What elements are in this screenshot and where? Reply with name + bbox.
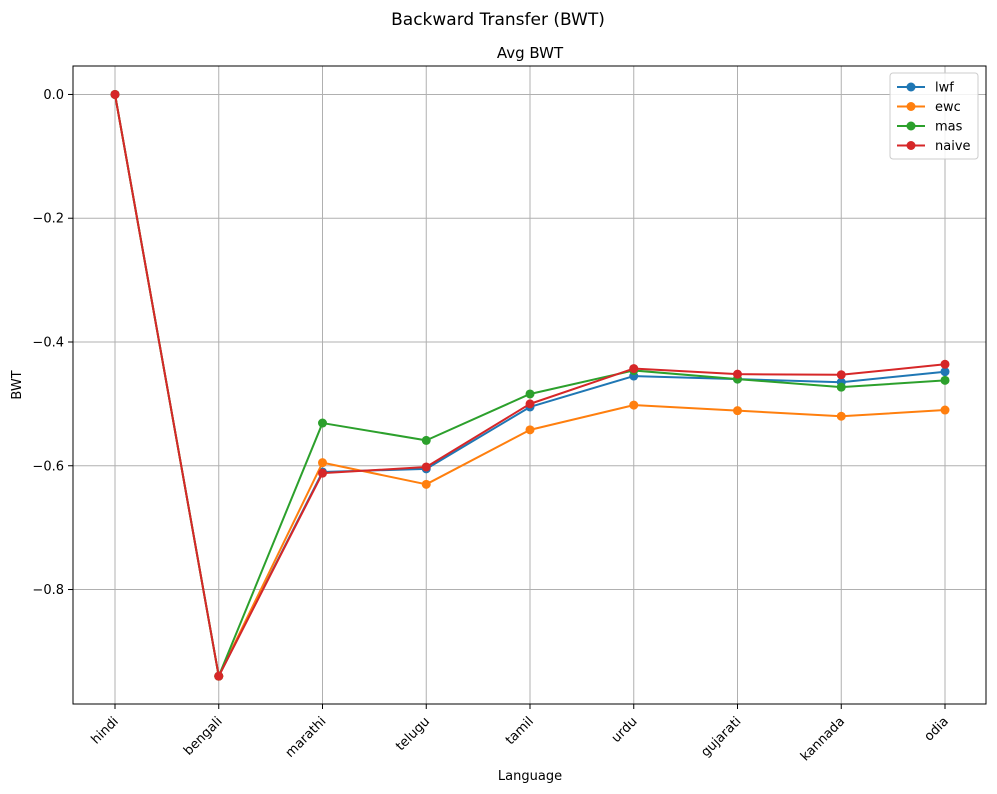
legend-box	[889, 72, 979, 160]
data-point-naive	[733, 369, 742, 379]
x-tick-label: hindi	[89, 714, 122, 747]
y-tick-label: −0.2	[32, 212, 64, 227]
data-point-ewc	[836, 411, 846, 421]
legend-entry-ewc: ewc	[897, 100, 961, 115]
data-point-naive	[525, 399, 535, 409]
data-point-naive	[421, 462, 431, 472]
series-lines	[110, 89, 950, 681]
legend-entry-lwf: lwf	[897, 81, 954, 96]
y-tick-label: −0.4	[32, 335, 64, 350]
data-point-naive	[110, 89, 120, 99]
chart-title: Avg BWT	[497, 44, 564, 62]
x-tick-label: marathi	[283, 714, 330, 761]
legend-marker	[906, 121, 916, 131]
legend-label: lwf	[935, 81, 954, 96]
data-point-mas	[836, 382, 846, 392]
y-tick-label: −0.6	[32, 459, 64, 474]
data-point-lwf	[940, 367, 950, 377]
legend-entry-mas: mas	[897, 120, 963, 135]
legend-entry-naive: naive	[897, 139, 971, 154]
data-point-naive	[214, 671, 224, 681]
data-point-mas	[940, 375, 950, 385]
x-tick-label: bengali	[181, 714, 226, 759]
grid	[73, 66, 986, 704]
figure-suptitle: Backward Transfer (BWT)	[391, 10, 605, 30]
data-point-naive	[318, 468, 327, 478]
data-point-ewc	[421, 479, 431, 489]
legend-label: ewc	[935, 100, 961, 115]
x-axis-ticks: hindi bengali marathi telugu tamil urdu gujara…	[89, 704, 952, 764]
y-axis-ticks: 0.0 −0.2 −0.4 −0.6 −0.8	[32, 88, 73, 598]
x-tick-label: gujarati	[698, 714, 744, 760]
x-tick-label: urdu	[609, 714, 641, 746]
data-point-ewc	[318, 458, 327, 468]
legend-marker	[906, 141, 916, 150]
data-point-ewc	[940, 405, 950, 415]
series-naive	[110, 89, 950, 681]
y-tick-label: 0.0	[43, 88, 64, 103]
data-point-ewc	[629, 400, 639, 410]
legend-label: naive	[935, 139, 971, 154]
x-tick-label: odia	[922, 714, 952, 744]
data-point-mas	[421, 435, 431, 445]
legend-marker	[906, 82, 916, 92]
legend-marker	[906, 102, 916, 111]
data-point-naive	[629, 364, 639, 374]
y-tick-label: −0.8	[32, 583, 64, 598]
x-axis-label: Language	[498, 769, 562, 784]
data-point-ewc	[733, 406, 742, 416]
x-tick-label: telugu	[393, 714, 433, 754]
data-point-ewc	[525, 425, 535, 435]
data-point-naive	[940, 359, 950, 369]
legend-label: mas	[935, 120, 963, 135]
data-point-naive	[836, 370, 846, 380]
y-axis-label: BWT	[10, 370, 25, 399]
x-tick-label: tamil	[503, 714, 537, 748]
x-tick-label: kannada	[798, 714, 848, 764]
data-point-mas	[318, 418, 327, 428]
legend: lwf ewc mas naive	[889, 72, 979, 160]
data-point-mas	[525, 389, 535, 399]
